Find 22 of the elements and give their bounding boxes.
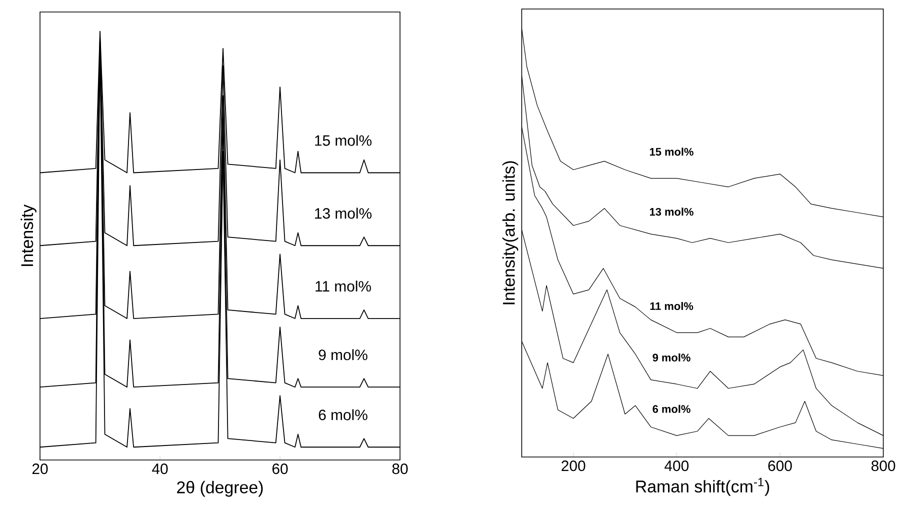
series-label: 13 mol% [315,208,372,219]
series-label: 15 mol% [650,148,694,156]
series-label: 9 mol% [652,353,690,362]
y-axis-title: Intensity [20,204,36,266]
x-tick-label: 200 [562,460,586,472]
x-tick-label: 800 [871,460,896,472]
series-label: 9 mol% [318,349,368,360]
x-axis-title: Raman shift(cm$^{-1}$) [636,478,770,496]
x-tick-label: 80 [392,464,408,474]
x-tick-label: 40 [152,464,168,474]
series-label: 15 mol% [315,134,372,146]
series-label: 11 mol% [650,302,694,310]
series-label: 6 mol% [652,404,690,413]
x-axis-title: 2θ (degree) [177,480,263,497]
x-tick-label: 20 [32,464,48,474]
x-tick-label: 400 [664,460,689,472]
y-axis-title: Intensity(arb. units) [502,161,518,304]
series-label: 11 mol% [316,280,371,292]
series-label: 13 mol% [650,208,694,216]
x-tick-label: 600 [768,460,792,472]
x-tick-label: 60 [272,464,288,474]
series-label: 6 mol% [318,409,368,420]
